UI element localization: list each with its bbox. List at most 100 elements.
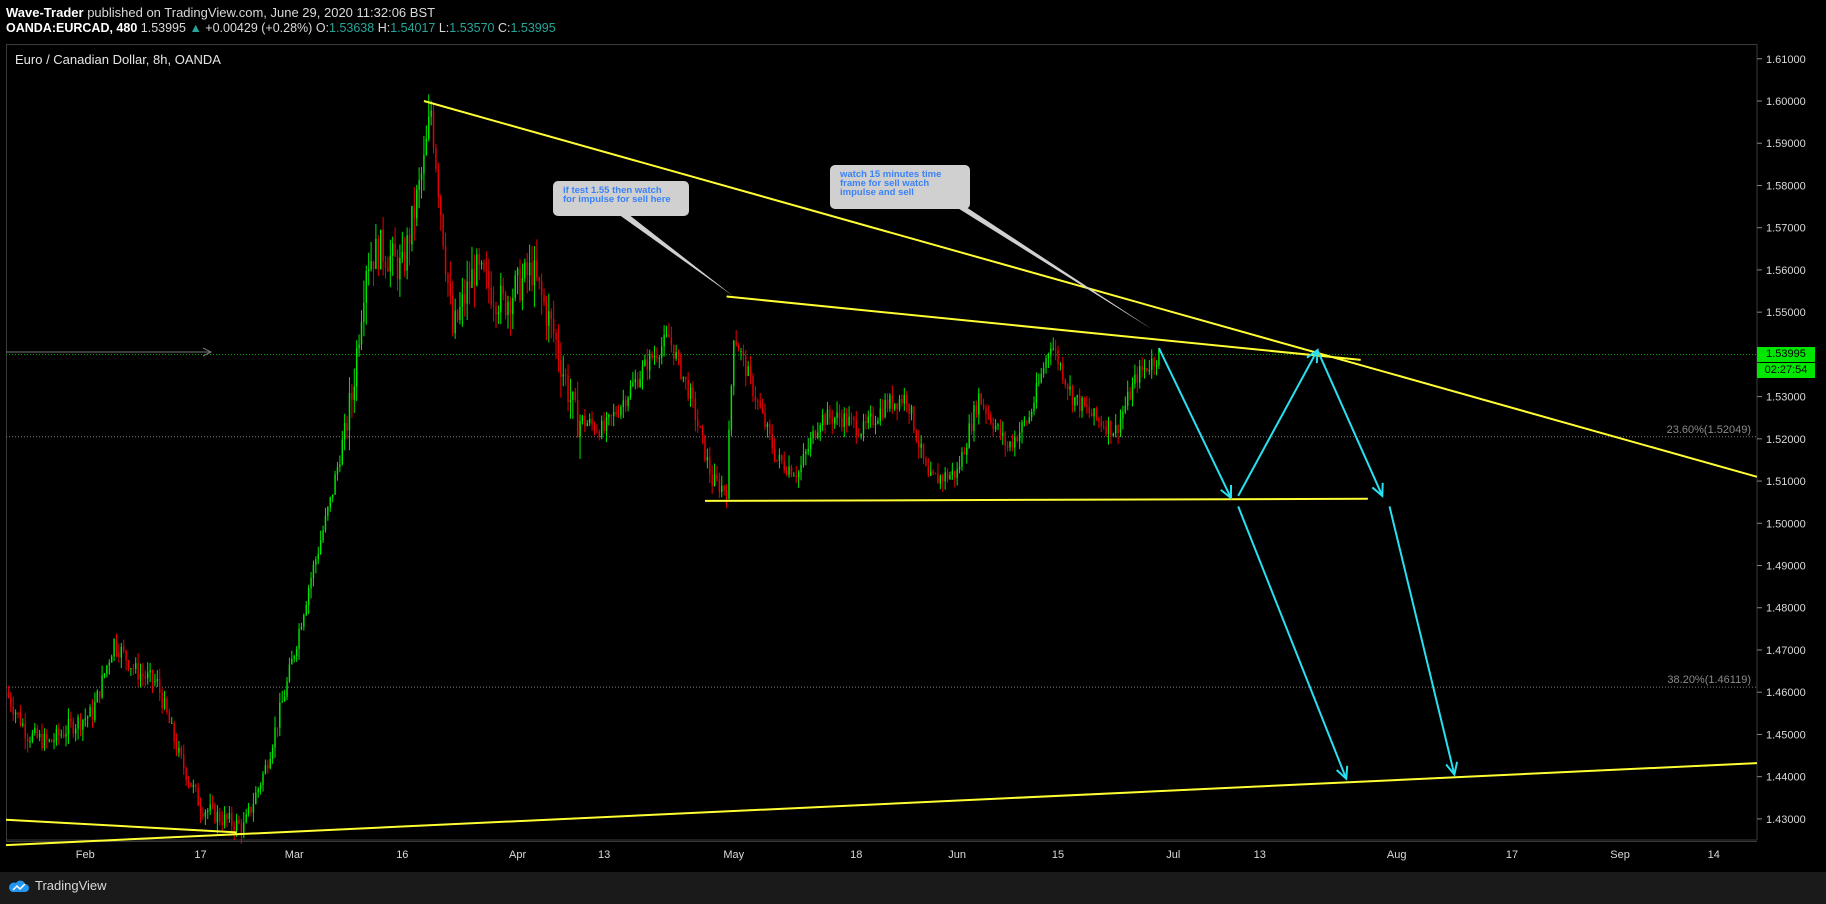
candle-body [307, 588, 310, 605]
candle-body [982, 404, 985, 408]
candle-body [219, 811, 221, 822]
candle-body [1023, 421, 1026, 423]
candle-body [70, 718, 72, 722]
candle-body [533, 260, 536, 286]
candle-body [231, 812, 233, 826]
candle-body [1138, 366, 1141, 383]
candle-body [603, 420, 605, 431]
candle-body [183, 754, 185, 769]
x-tick-label: Jun [948, 849, 966, 861]
candle-body [291, 658, 293, 665]
candle-body [572, 391, 574, 401]
x-tick-label: 17 [194, 849, 206, 861]
candle-body [1030, 411, 1033, 418]
candle-body [50, 739, 53, 742]
candle-body [252, 803, 255, 813]
candle-body [46, 733, 48, 740]
candle-body [627, 397, 629, 406]
candle-body [694, 398, 697, 421]
candle-body [327, 507, 329, 516]
candle-body [728, 429, 730, 499]
candle-body [348, 392, 351, 431]
candle-body [154, 681, 156, 683]
candle-body [737, 345, 740, 352]
candle-body [53, 740, 55, 742]
candle-body [540, 281, 543, 296]
x-tick-label: 13 [1254, 849, 1266, 861]
candle-body [951, 470, 954, 475]
candle-body [682, 376, 685, 379]
candle-body [26, 738, 29, 742]
candle-body [387, 267, 389, 272]
candle-body [1035, 383, 1038, 403]
candle-body [358, 344, 360, 349]
candle-body [1018, 432, 1021, 441]
candle-body [428, 116, 430, 139]
candle-body [853, 417, 855, 421]
candle-body [1114, 425, 1117, 434]
candle-body [521, 278, 524, 301]
candle-body [807, 448, 809, 452]
y-tick-label: 1.52000 [1766, 434, 1806, 446]
candle-body [110, 656, 113, 663]
candle-body [317, 553, 319, 560]
candle-body [783, 461, 785, 471]
candle-body [829, 409, 831, 419]
close-value: 1.53995 [510, 21, 556, 35]
candle-body [663, 334, 665, 347]
candle-body [771, 433, 773, 449]
candle-body [1146, 368, 1148, 371]
candle-body [886, 399, 889, 409]
candle-body [670, 337, 673, 345]
author-name[interactable]: Wave-Trader [6, 5, 84, 20]
candle-body [430, 110, 432, 117]
candle-body [435, 147, 437, 169]
footer-bar [0, 872, 1826, 904]
price-chart[interactable]: 1.43000 1.44000 1.45000 1.46000 1.47000 1.480… [6, 44, 1806, 864]
candle-body [408, 235, 411, 245]
candle-body [492, 305, 495, 307]
tradingview-logo[interactable]: TradingView [8, 878, 107, 893]
candle-body [74, 728, 77, 734]
callout-pointer [618, 214, 734, 297]
candle-body [137, 663, 139, 680]
candle-body [867, 416, 870, 423]
candle-body [1009, 441, 1011, 448]
last-price: 1.53995 [140, 21, 186, 35]
fib-level-label: 38.20%(1.46119) [1667, 674, 1751, 686]
candle-body [187, 780, 190, 783]
candle-body [276, 727, 279, 729]
candle-body [855, 420, 858, 436]
candle-body [697, 420, 699, 427]
candle-body [185, 768, 187, 781]
candle-body [250, 806, 252, 813]
candle-body [730, 386, 733, 430]
candle-body [745, 355, 747, 376]
candle-body [778, 455, 781, 461]
candle-body [55, 728, 58, 741]
callout-box [830, 165, 970, 209]
candle-body [259, 784, 262, 789]
candle-body [315, 559, 317, 565]
candle-body [641, 365, 644, 379]
candle-body [363, 302, 365, 323]
candle-body [353, 386, 355, 400]
candle-body [476, 254, 478, 286]
candle-body [629, 386, 632, 398]
fib-level-label: 23.60%(1.52049) [1667, 424, 1751, 436]
candle-body [581, 416, 584, 421]
candle-body [716, 474, 718, 480]
candle-body [262, 773, 264, 785]
candle-body [322, 530, 324, 541]
candle-body [860, 434, 862, 437]
publish-line: Wave-Trader published on TradingView.com… [6, 5, 435, 20]
candle-body [125, 650, 127, 661]
x-tick-label: Sep [1610, 849, 1630, 861]
candle-body [677, 352, 680, 355]
candle-body [987, 413, 990, 416]
candle-body [89, 707, 91, 717]
candle-body [271, 747, 274, 759]
candle-body [449, 283, 452, 296]
candle-body [800, 464, 802, 473]
candle-body [84, 718, 86, 721]
